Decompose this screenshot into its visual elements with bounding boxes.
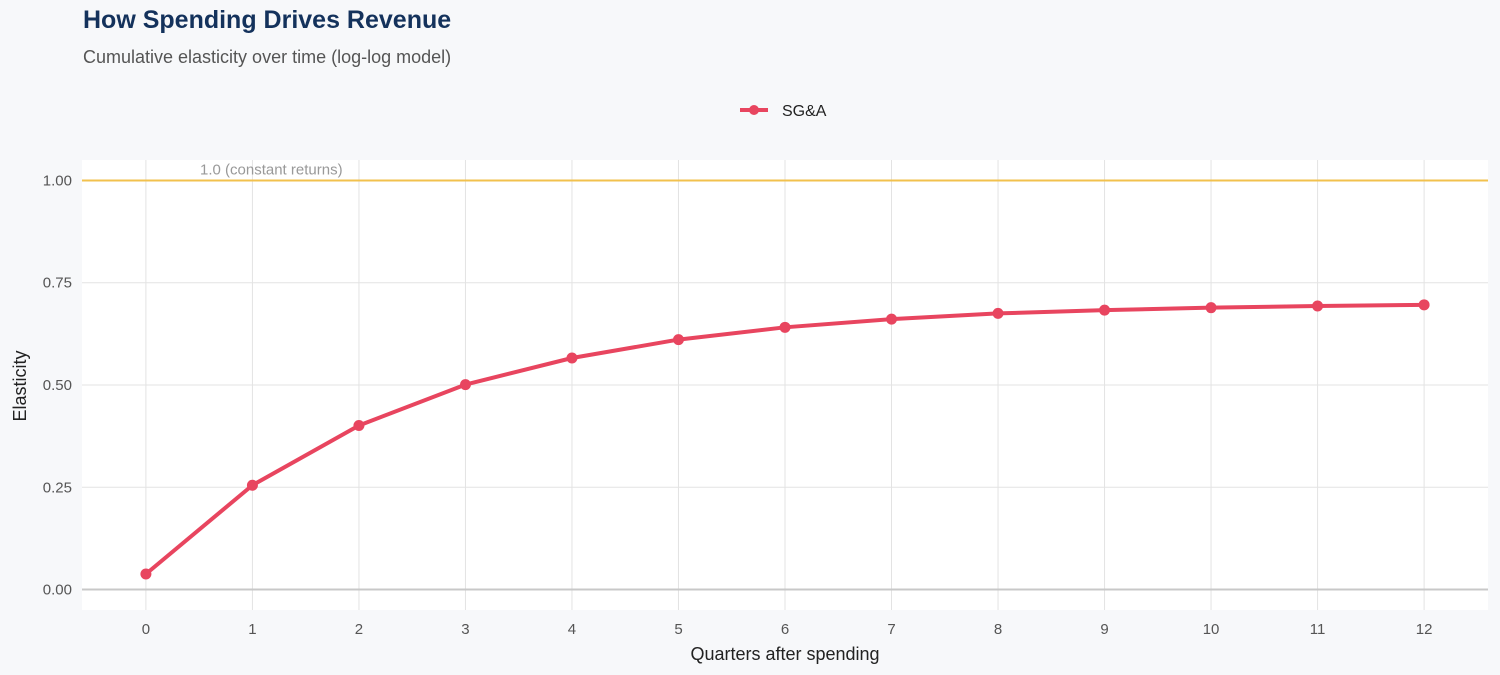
data-point (779, 321, 791, 333)
data-point (459, 379, 471, 391)
x-tick-label: 9 (1100, 621, 1108, 638)
data-point (1312, 300, 1324, 312)
x-tick-label: 6 (781, 621, 789, 638)
x-tick-label: 1 (248, 621, 256, 638)
x-tick-label: 10 (1203, 621, 1220, 638)
x-tick-label: 2 (355, 621, 363, 638)
data-point (1099, 304, 1111, 316)
chart-title: How Spending Drives Revenue (83, 6, 452, 34)
data-point (140, 568, 152, 580)
data-point (246, 479, 258, 491)
reference-line-label: 1.0 (constant returns) (200, 161, 343, 178)
y-tick-label: 1.00 (43, 172, 72, 189)
legend-label: SG&A (782, 103, 827, 120)
data-point (353, 420, 365, 431)
data-point (566, 352, 578, 364)
chart-subtitle: Cumulative elasticity over time (log-log… (83, 47, 452, 67)
x-tick-label: 3 (461, 621, 469, 638)
data-point (672, 334, 684, 346)
data-point (886, 313, 898, 325)
data-point (1205, 302, 1217, 314)
y-axis-label: Elasticity (10, 350, 30, 421)
y-tick-label: 0.00 (43, 582, 72, 599)
x-tick-label: 11 (1310, 621, 1326, 638)
data-point (992, 307, 1004, 319)
x-axis-label: Quarters after spending (690, 644, 879, 664)
x-tick-label: 5 (674, 621, 682, 638)
x-tick-label: 8 (994, 621, 1002, 638)
data-point (1418, 299, 1430, 311)
x-tick-label: 0 (142, 621, 150, 638)
x-tick-label: 12 (1416, 621, 1433, 638)
x-tick-label: 7 (887, 621, 895, 638)
y-tick-label: 0.75 (43, 275, 72, 292)
y-tick-label: 0.25 (43, 479, 72, 496)
y-tick-label: 0.50 (43, 377, 72, 394)
legend: SG&A (740, 103, 827, 120)
x-tick-label: 4 (568, 621, 576, 638)
legend-marker-icon (749, 105, 759, 115)
